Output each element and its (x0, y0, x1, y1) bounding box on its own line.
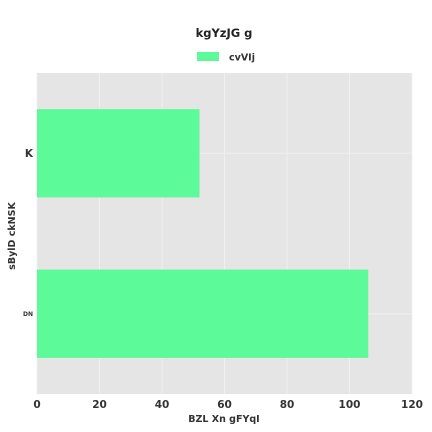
bar-dn (37, 269, 369, 358)
x-tick-label: 0 (33, 399, 40, 411)
x-tick-label: 80 (280, 399, 295, 411)
category-labels: K DN (23, 148, 34, 318)
chart-title: kgYzJG g (196, 26, 253, 40)
x-tick-label: 100 (339, 399, 361, 411)
y-axis-label: sBylD ckNSK (7, 202, 18, 270)
legend-swatch (197, 52, 219, 61)
bars (37, 109, 369, 358)
x-tick-label: 120 (401, 399, 423, 411)
bar-k (37, 109, 200, 198)
x-tick-label: 40 (155, 399, 170, 411)
y-tick-label: K (25, 148, 34, 160)
x-tick-label: 60 (217, 399, 232, 411)
y-tick-label: DN (23, 311, 33, 318)
legend: cvVIj (197, 52, 255, 64)
x-tick-label: 20 (92, 399, 107, 411)
x-axis-label: BZL Xn gFYqI (188, 414, 259, 425)
legend-label: cvVIj (229, 53, 255, 64)
x-tick-labels: 0 20 40 60 80 100 120 (33, 399, 423, 411)
